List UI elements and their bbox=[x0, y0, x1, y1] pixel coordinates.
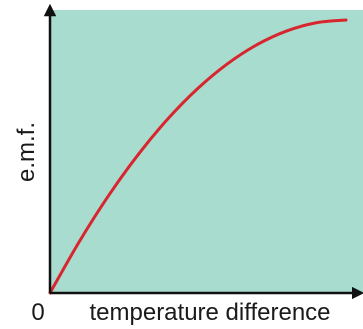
y-axis-label: e.m.f. bbox=[13, 122, 40, 182]
emf-curve bbox=[48, 18, 348, 295]
origin-label: 0 bbox=[31, 299, 44, 326]
plot-background bbox=[50, 10, 363, 293]
x-axis-label: temperature difference bbox=[89, 299, 330, 326]
